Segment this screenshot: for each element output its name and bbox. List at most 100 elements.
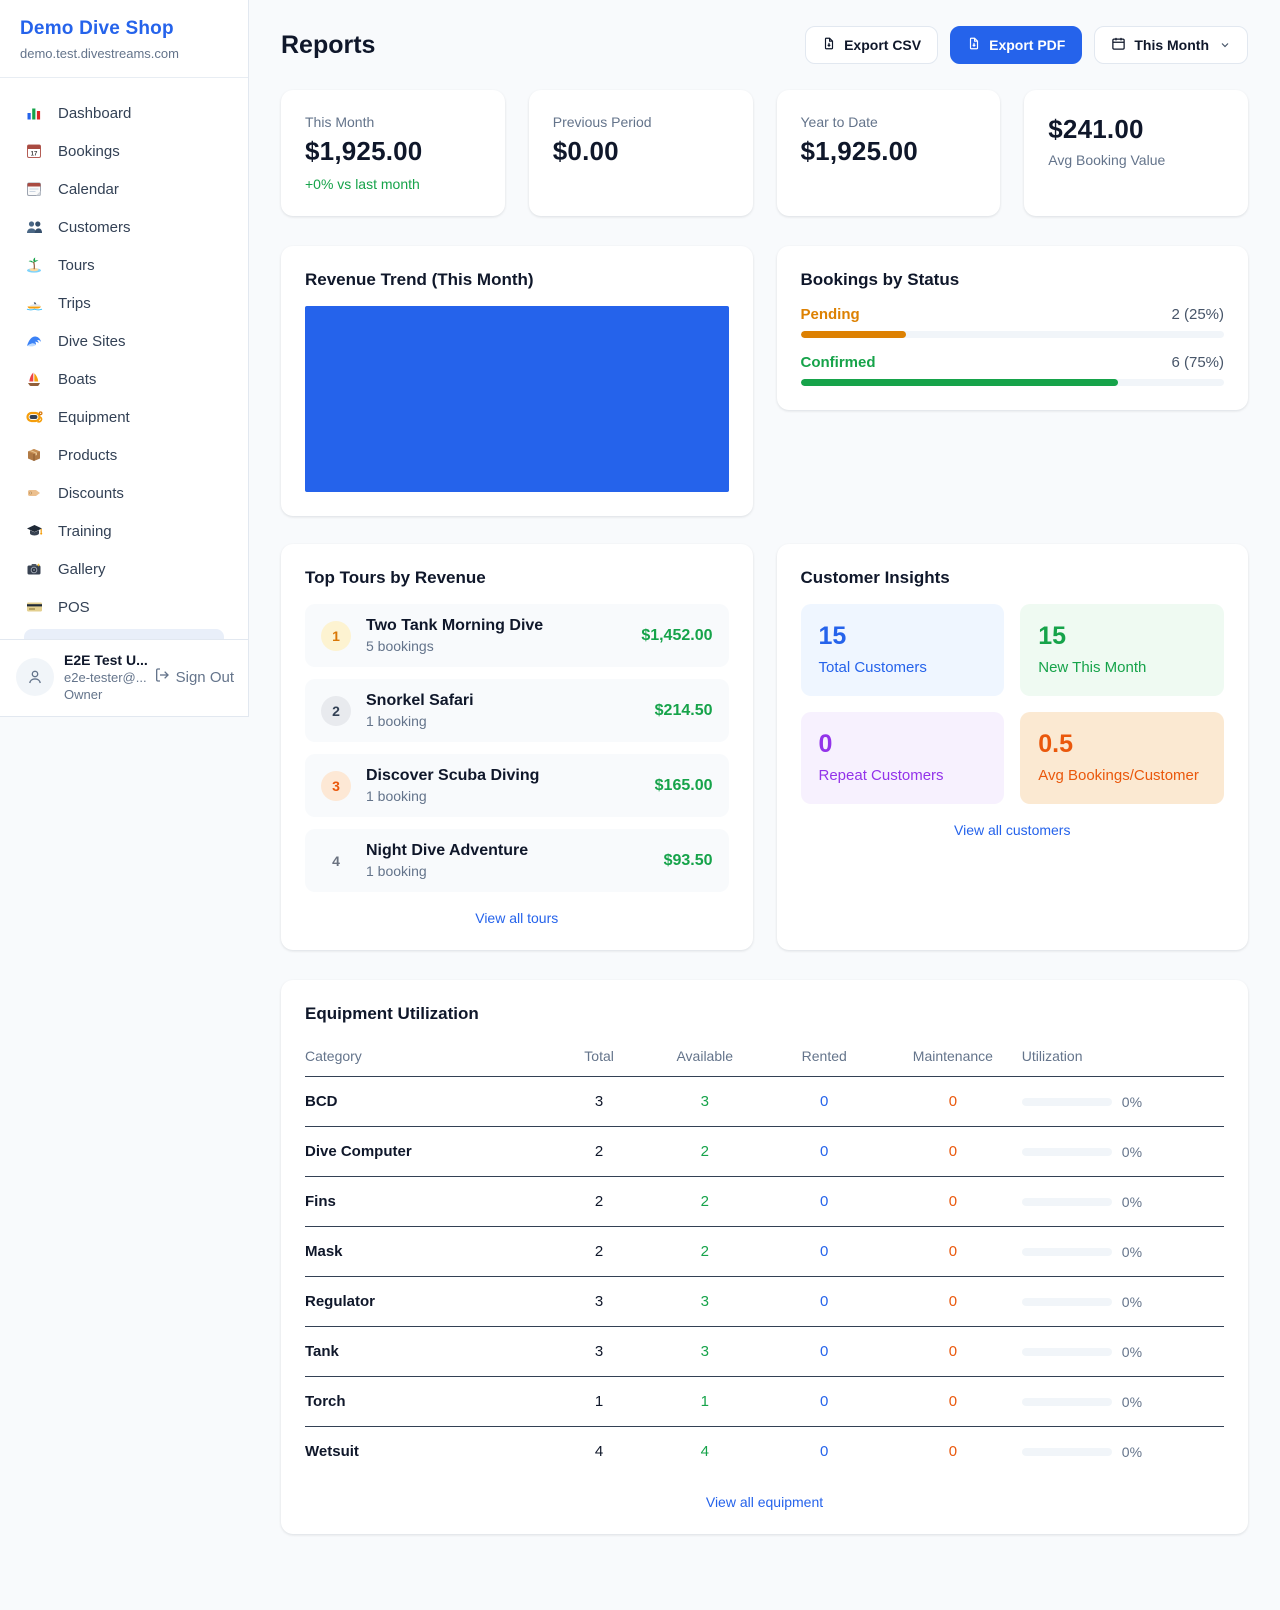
shop-name: Demo Dive Shop xyxy=(20,18,174,39)
tour-bookings: 1 booking xyxy=(366,863,427,879)
stat-card-previous-period: Previous Period $0.00 xyxy=(528,90,753,216)
export-csv-button[interactable]: Export CSV xyxy=(805,26,939,64)
sign-out-button[interactable]: Sign Out xyxy=(154,667,234,687)
status-label: Confirmed xyxy=(800,354,876,371)
column-header: Category xyxy=(305,1038,554,1077)
revenue-trend-title: Revenue Trend (This Month) xyxy=(305,270,534,289)
tile-new-this-month: 15 New This Month xyxy=(1020,604,1224,696)
sidebar-item-discounts[interactable]: Discounts xyxy=(12,474,236,512)
tour-row[interactable]: 4 Night Dive Adventure 1 booking $93.50 xyxy=(305,829,729,892)
table-row: Dive Computer 2 2 0 0 0% xyxy=(305,1126,1224,1177)
sidebar-item-dashboard[interactable]: Dashboard xyxy=(12,94,236,132)
view-all-customers-link[interactable]: View all customers xyxy=(954,822,1071,838)
utilization-bar xyxy=(1021,1347,1112,1356)
charts-row: Revenue Trend (This Month) Bookings by S… xyxy=(281,246,1248,516)
package-icon xyxy=(24,446,44,464)
people-icon xyxy=(24,218,44,236)
sidebar-item-tours[interactable]: Tours xyxy=(12,246,236,284)
island-icon xyxy=(24,256,44,274)
status-bar-fill xyxy=(800,331,907,338)
utilization-bar xyxy=(1021,1197,1112,1206)
utilization-bar xyxy=(1021,1247,1112,1256)
table-header-row: Category Total Available Rented Maintena… xyxy=(305,1038,1224,1077)
tile-total-customers: 15 Total Customers xyxy=(800,604,1005,696)
user-name: E2E Test U... xyxy=(64,652,148,668)
stat-card-year-to-date: Year to Date $1,925.00 xyxy=(776,90,1001,216)
table-row: Torch 1 1 0 0 0% xyxy=(305,1376,1224,1427)
brand-block: Demo Dive Shop demo.test.divestreams.com xyxy=(0,0,248,78)
customer-insights-card: Customer Insights 15 Total Customers 15 … xyxy=(776,544,1248,950)
tour-row[interactable]: 2 Snorkel Safari 1 booking $214.50 xyxy=(305,679,729,742)
tour-bookings: 1 booking xyxy=(366,788,427,804)
revenue-trend-card: Revenue Trend (This Month) xyxy=(281,246,753,516)
view-all-equipment-link[interactable]: View all equipment xyxy=(705,1494,824,1510)
bookings-by-status-card: Bookings by Status Pending 2 (25%) Confi… xyxy=(776,246,1248,410)
bar-chart-icon xyxy=(24,104,44,122)
sailboat-icon xyxy=(24,370,44,388)
rank-badge: 2 xyxy=(321,695,351,726)
column-header: Utilization xyxy=(1021,1038,1224,1077)
tour-row[interactable]: 1 Two Tank Morning Dive 5 bookings $1,45… xyxy=(305,604,729,667)
equipment-table: Category Total Available Rented Maintena… xyxy=(305,1038,1224,1476)
calendar-icon xyxy=(24,180,44,198)
graduation-cap-icon xyxy=(24,522,44,540)
file-download-icon xyxy=(967,36,981,54)
tour-name: Discover Scuba Diving xyxy=(366,767,540,784)
status-label: Pending xyxy=(800,306,860,323)
top-tours-title: Top Tours by Revenue xyxy=(305,568,486,587)
column-header: Maintenance xyxy=(883,1038,1022,1077)
sidebar-item-gallery[interactable]: Gallery xyxy=(12,550,236,588)
calendar-icon xyxy=(1111,36,1126,54)
sidebar-item-boats[interactable]: Boats xyxy=(12,360,236,398)
sidebar-item-training[interactable]: Training xyxy=(12,512,236,550)
export-pdf-button[interactable]: Export PDF xyxy=(950,26,1083,64)
sidebar-item-trips[interactable]: Trips xyxy=(12,284,236,322)
utilization-bar xyxy=(1021,1397,1112,1406)
status-value: 2 (25%) xyxy=(1171,306,1224,323)
file-download-icon xyxy=(822,36,836,54)
sidebar-item-dive-sites[interactable]: Dive Sites xyxy=(12,322,236,360)
avatar xyxy=(16,658,54,696)
rank-badge: 3 xyxy=(321,770,351,801)
tour-amount: $214.50 xyxy=(654,701,713,719)
top-tours-card: Top Tours by Revenue 1 Two Tank Morning … xyxy=(281,544,753,950)
equipment-row: Equipment Utilization Category Total Ava… xyxy=(281,980,1248,1534)
sidebar-item-products[interactable]: Products xyxy=(12,436,236,474)
bookings-by-status-title: Bookings by Status xyxy=(800,270,960,289)
credit-card-icon xyxy=(24,598,44,616)
shop-domain: demo.test.divestreams.com xyxy=(20,46,179,61)
status-row-confirmed: Confirmed 6 (75%) xyxy=(800,354,1224,386)
customer-insights-title: Customer Insights xyxy=(800,568,950,587)
table-row: Tank 3 3 0 0 0% xyxy=(305,1326,1224,1377)
app: Demo Dive Shop demo.test.divestreams.com… xyxy=(0,0,1248,1534)
sidebar-item-reports-active[interactable] xyxy=(24,629,224,639)
tile-repeat-customers: 0 Repeat Customers xyxy=(800,712,1005,804)
period-select[interactable]: This Month xyxy=(1094,26,1248,64)
sidebar-item-equipment[interactable]: Equipment xyxy=(12,398,236,436)
chevron-down-icon xyxy=(1219,39,1231,51)
tour-amount: $1,452.00 xyxy=(641,626,713,644)
utilization-bar xyxy=(1021,1297,1112,1306)
sidebar-item-pos[interactable]: POS xyxy=(12,588,236,626)
view-all-tours-link[interactable]: View all tours xyxy=(475,910,559,926)
dive-mask-icon xyxy=(24,408,44,426)
speedboat-icon xyxy=(24,294,44,312)
sidebar-item-customers[interactable]: Customers xyxy=(12,208,236,246)
insights-row: Top Tours by Revenue 1 Two Tank Morning … xyxy=(281,544,1248,950)
tour-row[interactable]: 3 Discover Scuba Diving 1 booking $165.0… xyxy=(305,754,729,817)
tour-bookings: 5 bookings xyxy=(366,638,434,654)
tag-icon xyxy=(24,484,44,502)
table-row: Wetsuit 4 4 0 0 0% xyxy=(305,1443,1143,1460)
sidebar-item-calendar[interactable]: Calendar xyxy=(12,170,236,208)
column-header: Available xyxy=(645,1038,765,1077)
equipment-utilization-card: Equipment Utilization Category Total Ava… xyxy=(281,980,1248,1534)
stat-delta: +0% vs last month xyxy=(305,176,420,192)
tile-avg-bookings-customer: 0.5 Avg Bookings/Customer xyxy=(1020,712,1224,804)
status-bar-fill xyxy=(800,379,1119,386)
equipment-title: Equipment Utilization xyxy=(305,1004,479,1023)
utilization-bar xyxy=(1021,1147,1112,1156)
sidebar-nav: Dashboard 17 Bookings Calendar Customers xyxy=(0,78,248,639)
sidebar-item-bookings[interactable]: 17 Bookings xyxy=(12,132,236,170)
status-bar-track xyxy=(800,331,1224,338)
table-row: Fins 2 2 0 0 0% xyxy=(305,1176,1224,1227)
